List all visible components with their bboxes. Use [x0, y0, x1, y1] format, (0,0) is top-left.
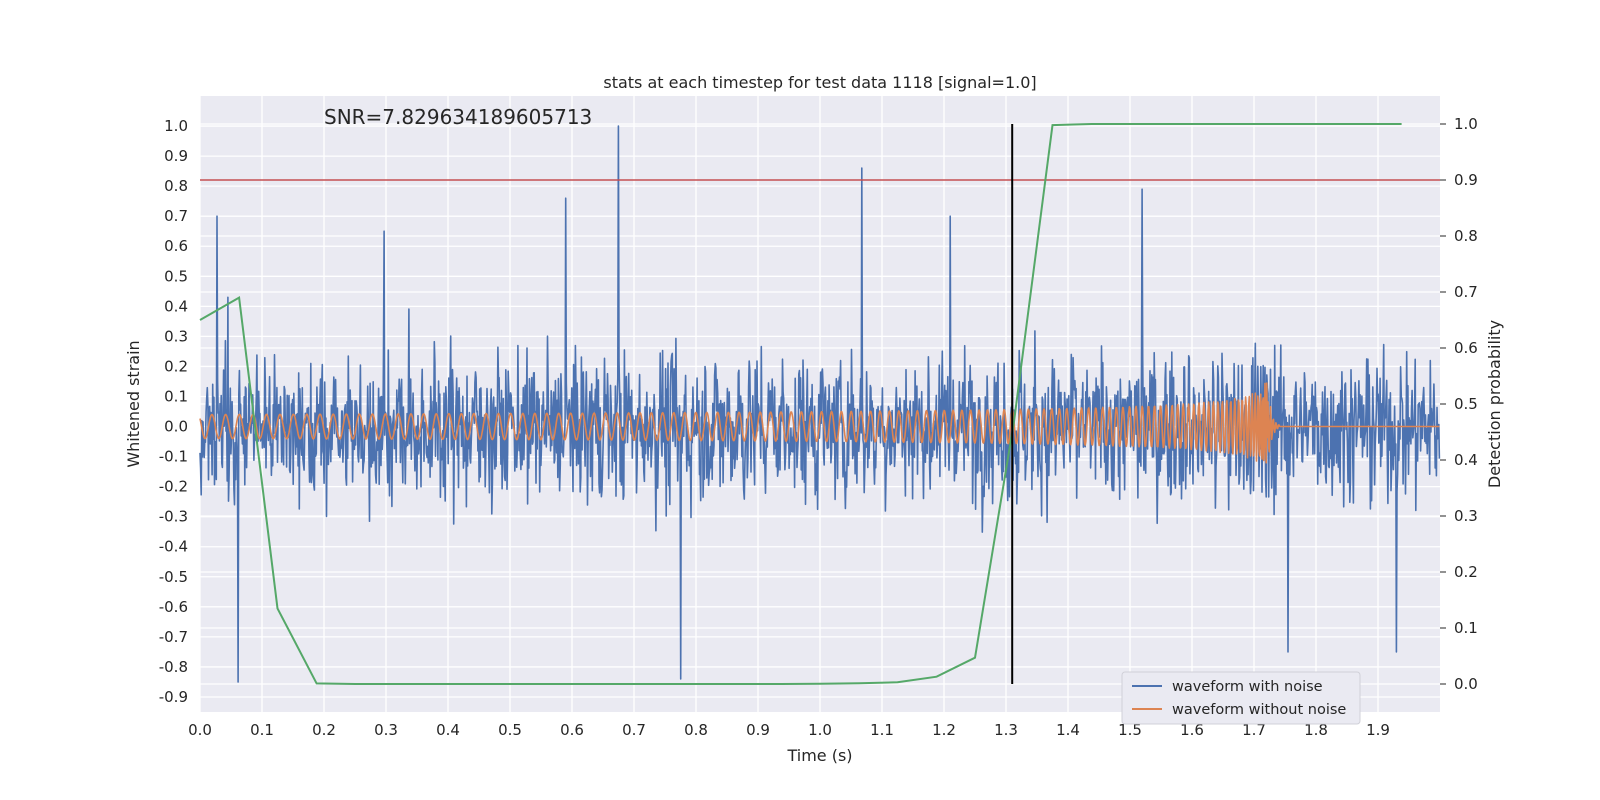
- x-tick-label: 1.0: [808, 721, 832, 739]
- y-left-tick-label: 0.1: [164, 387, 188, 405]
- y-axis-label-left: Whitened strain: [124, 340, 143, 467]
- x-tick-label: 1.2: [932, 721, 956, 739]
- y-left-tick-label: 0.4: [164, 297, 188, 315]
- x-tick-labels: 0.0 0.1 0.2 0.3 0.4 0.5 0.6 0.7 0.8 0.9 1.0 1.1 1.2 1…: [188, 721, 1390, 739]
- y-axis-label-right: Detection probability: [1485, 320, 1504, 488]
- x-tick-label: 0.3: [374, 721, 398, 739]
- noisy-waveform-line: [199, 125, 1441, 683]
- y-left-tick-label: -0.4: [159, 538, 188, 556]
- y-right-tick-label: 0.3: [1454, 507, 1478, 525]
- chart-title: stats at each timestep for test data 111…: [603, 73, 1036, 92]
- y-left-tick-label: 0.3: [164, 327, 188, 345]
- y-left-tick-label: -0.6: [159, 598, 188, 616]
- legend-clean-label: waveform without noise: [1172, 702, 1346, 718]
- y-left-tick-label: 0.6: [164, 237, 188, 255]
- legend: waveform with noise waveform without noi…: [1121, 671, 1361, 725]
- detection-probability-line: [199, 123, 1402, 685]
- y-right-tick-label: 0.1: [1454, 619, 1478, 637]
- x-tick-label: 0.1: [250, 721, 274, 739]
- x-tick-label: 1.4: [1056, 721, 1080, 739]
- x-tick-label: 1.1: [870, 721, 894, 739]
- x-tick-label: 0.7: [622, 721, 646, 739]
- x-tick-label: 0.5: [498, 721, 522, 739]
- y-left-tick-label: -0.5: [159, 568, 188, 586]
- y-right-tick-label: 0.0: [1454, 675, 1478, 693]
- y-right-tick-labels: 1.0 0.9 0.8 0.7 0.6 0.5 0.4 0.3 0.2 0.1 0.0: [1440, 115, 1478, 693]
- x-tick-label: 1.8: [1304, 721, 1328, 739]
- y-left-tick-labels: 1.0 0.9 0.8 0.7 0.6 0.5 0.4 0.3 0.2 0.1 0.0 -0.1 -0.…: [159, 117, 188, 706]
- x-tick-label: 0.8: [684, 721, 708, 739]
- snr-annotation: SNR=7.829634189605713: [324, 105, 592, 129]
- y-right-tick-label: 0.2: [1454, 563, 1478, 581]
- x-axis-label: Time (s): [786, 746, 852, 765]
- clean-waveform-line: [199, 382, 1440, 464]
- y-left-tick-label: -0.8: [159, 658, 188, 676]
- y-right-tick-label: 0.8: [1454, 227, 1478, 245]
- y-left-tick-label: -0.9: [159, 688, 188, 706]
- x-tick-label: 0.2: [312, 721, 336, 739]
- y-left-tick-label: -0.2: [159, 478, 188, 496]
- y-right-tick-label: 0.6: [1454, 339, 1478, 357]
- y-right-tick-label: 1.0: [1454, 115, 1478, 133]
- x-tick-label: 0.6: [560, 721, 584, 739]
- y-left-tick-label: -0.3: [159, 508, 188, 526]
- y-left-tick-label: -0.1: [159, 448, 188, 466]
- x-tick-label: 0.9: [746, 721, 770, 739]
- x-tick-label: 1.6: [1180, 721, 1204, 739]
- legend-box: [1121, 671, 1361, 725]
- y-right-tick-label: 0.9: [1454, 171, 1478, 189]
- y-left-tick-label: 0.9: [164, 147, 188, 165]
- y-left-tick-label: 0.7: [164, 207, 188, 225]
- x-tick-label: 1.3: [994, 721, 1018, 739]
- x-tick-label: 0.4: [436, 721, 460, 739]
- x-tick-label: 0.0: [188, 721, 212, 739]
- x-tick-label: 1.5: [1118, 721, 1142, 739]
- legend-noisy-label: waveform with noise: [1172, 679, 1323, 695]
- x-tick-label: 1.7: [1242, 721, 1266, 739]
- y-left-tick-label: 0.2: [164, 357, 188, 375]
- y-left-tick-label: 0.8: [164, 177, 188, 195]
- y-right-tick-label: 0.4: [1454, 451, 1478, 469]
- y-left-tick-label: 0.0: [164, 418, 188, 436]
- x-tick-label: 1.9: [1366, 721, 1390, 739]
- y-left-tick-label: 0.5: [164, 267, 188, 285]
- y-left-tick-label: -0.7: [159, 628, 188, 646]
- y-right-tick-label: 0.7: [1454, 283, 1478, 301]
- y-right-tick-label: 0.5: [1454, 395, 1478, 413]
- y-left-tick-label: 1.0: [164, 117, 188, 135]
